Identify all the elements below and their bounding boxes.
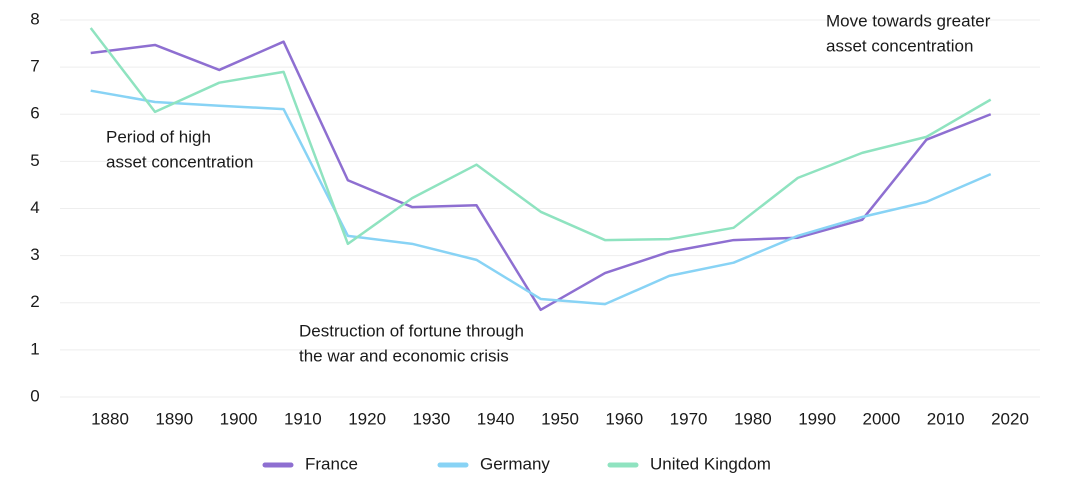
annotation: Move towards greater [826,11,991,30]
y-tick-label: 3 [30,245,39,264]
y-tick-label: 6 [30,104,39,123]
x-tick-label: 1960 [605,409,643,428]
legend-label: Germany [480,454,550,473]
x-tick-label: 2000 [863,409,901,428]
y-tick-label: 7 [30,57,39,76]
y-tick-label: 8 [30,9,39,28]
y-tick-label: 4 [30,198,39,217]
y-tick-label: 0 [30,386,39,405]
x-tick-label: 1930 [413,409,451,428]
x-tick-label: 1950 [541,409,579,428]
annotation: Destruction of fortune through [299,321,524,340]
x-tick-label: 1920 [348,409,386,428]
annotation: Period of high [106,127,211,146]
legend-label: United Kingdom [650,454,771,473]
x-tick-label: 1910 [284,409,322,428]
x-tick-label: 1900 [220,409,258,428]
line-series [90,89,992,306]
legend-label: France [305,454,358,473]
line-series [89,27,992,246]
x-tick-label: 1890 [155,409,193,428]
x-tick-label: 1880 [91,409,129,428]
line-series [90,40,992,312]
x-tick-label: 1980 [734,409,772,428]
x-tick-label: 2010 [927,409,965,428]
y-tick-label: 1 [30,339,39,358]
annotation: asset concentration [106,152,253,171]
x-tick-label: 1990 [798,409,836,428]
x-tick-label: 1970 [670,409,708,428]
x-tick-label: 1940 [477,409,515,428]
annotation: the war and economic crisis [299,346,509,365]
y-tick-label: 2 [30,292,39,311]
annotation: asset concentration [826,36,973,55]
y-tick-label: 5 [30,151,39,170]
x-tick-label: 2020 [991,409,1029,428]
